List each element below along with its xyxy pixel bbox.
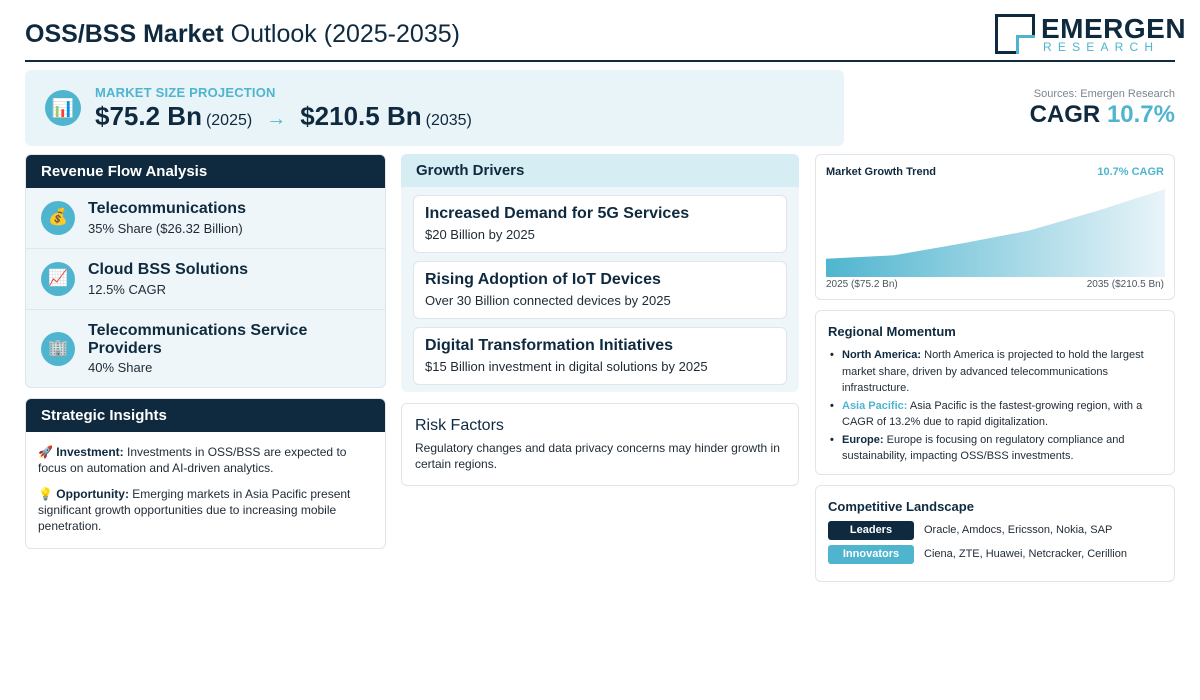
risk-factors-title: Risk Factors bbox=[415, 417, 504, 434]
cagr-label: CAGR bbox=[1029, 101, 1101, 128]
competitive-landscape-title: Competitive Landscape bbox=[828, 499, 974, 514]
lightbulb-icon: 💡 bbox=[38, 487, 53, 501]
growth-drivers-title: Growth Drivers bbox=[401, 154, 799, 187]
sources-text: Sources: Emergen Research bbox=[1033, 88, 1175, 100]
strategic-insights-card: Strategic Insights 🚀 Investment: Investm… bbox=[25, 398, 386, 549]
regional-momentum-card: Regional Momentum North America: North A… bbox=[815, 310, 1175, 475]
driver-sub: $20 Billion by 2025 bbox=[425, 227, 535, 242]
leaders-tag: Leaders bbox=[828, 521, 914, 540]
emergen-logo: EMERGEN RESEARCH bbox=[995, 13, 1186, 56]
region-name: Europe: bbox=[842, 433, 884, 446]
growth-driver-item: Increased Demand for 5G Services $20 Bil… bbox=[413, 195, 787, 253]
revenue-item: 📈 Cloud BSS Solutions 12.5% CAGR bbox=[26, 249, 385, 310]
region-name: Asia Pacific: bbox=[842, 399, 908, 412]
chart-title: Market Growth Trend bbox=[826, 166, 937, 178]
growth-area-chart bbox=[826, 189, 1165, 277]
competitive-landscape-card: Competitive Landscape Leaders Oracle, Am… bbox=[815, 485, 1175, 582]
insight-label: Opportunity: bbox=[56, 487, 129, 501]
region-item-asia-pacific: Asia Pacific: Asia Pacific is the fastes… bbox=[828, 398, 1164, 431]
arrow-right-icon: → bbox=[266, 108, 287, 130]
regional-list: North America: North America is projecte… bbox=[828, 347, 1164, 466]
market-growth-trend-card: Market Growth Trend 10.7% CAGR 2025 ($75… bbox=[815, 154, 1175, 300]
driver-sub: Over 30 Billion connected devices by 202… bbox=[425, 293, 671, 308]
insight-opportunity: 💡 Opportunity: Emerging markets in Asia … bbox=[38, 486, 373, 534]
innovators-tag: Innovators bbox=[828, 545, 914, 564]
risk-factors-card: Risk Factors Regulatory changes and data… bbox=[401, 403, 799, 486]
logo-mark-icon bbox=[995, 14, 1035, 54]
start-value: $75.2 Bn bbox=[95, 101, 202, 131]
growth-driver-item: Rising Adoption of IoT Devices Over 30 B… bbox=[413, 261, 787, 319]
page-title-bold: OSS/BSS Market bbox=[25, 20, 224, 48]
insight-text: Emerging markets in Asia Pacific present… bbox=[38, 487, 351, 533]
end-year: (2035) bbox=[425, 112, 472, 129]
driver-title: Rising Adoption of IoT Devices bbox=[425, 271, 661, 288]
driver-title: Increased Demand for 5G Services bbox=[425, 205, 690, 222]
innovators-names: Ciena, ZTE, Huawei, Netcracker, Cerillio… bbox=[924, 548, 1127, 560]
revenue-flow-card: Revenue Flow Analysis 💰 Telecommunicatio… bbox=[25, 154, 386, 388]
building-icon: 🏢 bbox=[41, 332, 75, 366]
revenue-item-sub: 12.5% CAGR bbox=[88, 282, 167, 297]
region-item-europe: Europe: Europe is focusing on regulatory… bbox=[828, 432, 1164, 465]
driver-title: Digital Transformation Initiatives bbox=[425, 337, 674, 354]
market-size-label: MARKET SIZE PROJECTION bbox=[95, 85, 276, 100]
revenue-item: 🏢 Telecommunications Service Providers 4… bbox=[26, 310, 385, 387]
region-item-north-america: North America: North America is projecte… bbox=[828, 347, 1164, 397]
revenue-item-sub: 40% Share bbox=[88, 360, 153, 375]
revenue-item-title: Cloud BSS Solutions bbox=[88, 261, 248, 278]
region-text: Asia Pacific is the fastest-growing regi… bbox=[842, 399, 1143, 429]
leaders-names: Oracle, Amdocs, Ericsson, Nokia, SAP bbox=[924, 524, 1113, 536]
insight-label: Investment: bbox=[56, 445, 124, 459]
region-text: Europe is focusing on regulatory complia… bbox=[842, 433, 1125, 463]
chart-cagr-annotation: 10.7% CAGR bbox=[1097, 166, 1164, 178]
cagr-display: CAGR 10.7% bbox=[1030, 101, 1175, 129]
end-value: $210.5 Bn bbox=[300, 101, 422, 131]
growth-area bbox=[826, 189, 1165, 277]
chart-x-start-label: 2025 ($75.2 Bn) bbox=[826, 279, 898, 290]
logo-sub-text: RESEARCH bbox=[1043, 40, 1160, 54]
growth-drivers-card: Growth Drivers Increased Demand for 5G S… bbox=[401, 154, 799, 392]
revenue-item-title: Telecommunications Service Providers bbox=[88, 322, 308, 357]
insight-investment: 🚀 Investment: Investments in OSS/BSS are… bbox=[38, 444, 373, 476]
cagr-value: 10.7% bbox=[1106, 101, 1175, 128]
trend-chart-icon: 📈 bbox=[41, 262, 75, 296]
market-size-values: $75.2 Bn (2025) → $210.5 Bn (2035) bbox=[95, 101, 486, 132]
insight-text: Investments in OSS/BSS are expected to f… bbox=[38, 445, 347, 475]
growth-driver-item: Digital Transformation Initiatives $15 B… bbox=[413, 327, 787, 385]
revenue-flow-title: Revenue Flow Analysis bbox=[26, 155, 385, 188]
regional-momentum-title: Regional Momentum bbox=[828, 324, 956, 339]
revenue-item: 💰 Telecommunications 35% Share ($26.32 B… bbox=[26, 188, 385, 249]
page-header: OSS/BSS Market Outlook (2025-2035) EMERG… bbox=[25, 12, 1186, 62]
page-title-light: Outlook (2025-2035) bbox=[230, 20, 460, 48]
strategic-insights-title: Strategic Insights bbox=[26, 399, 385, 432]
logo-main-text: EMERGEN bbox=[1041, 13, 1187, 44]
region-text: North America is projected to hold the l… bbox=[842, 349, 1144, 394]
money-bag-icon: 💰 bbox=[41, 201, 75, 235]
market-size-banner: 📊 MARKET SIZE PROJECTION $75.2 Bn (2025) →… bbox=[25, 70, 844, 146]
start-year: (2025) bbox=[205, 112, 253, 129]
chart-x-end-label: 2035 ($210.5 Bn) bbox=[1086, 279, 1164, 290]
rocket-icon: 🚀 bbox=[38, 445, 53, 459]
region-name: North America: bbox=[842, 349, 922, 361]
revenue-item-title: Telecommunications bbox=[88, 200, 246, 217]
revenue-item-sub: 35% Share ($26.32 Billion) bbox=[88, 221, 243, 236]
risk-factors-text: Regulatory changes and data privacy conc… bbox=[415, 441, 780, 471]
driver-sub: $15 Billion investment in digital soluti… bbox=[425, 359, 708, 374]
bar-chart-icon: 📊 bbox=[45, 90, 81, 126]
page-title: OSS/BSS Market Outlook (2025-2035) bbox=[25, 20, 460, 49]
